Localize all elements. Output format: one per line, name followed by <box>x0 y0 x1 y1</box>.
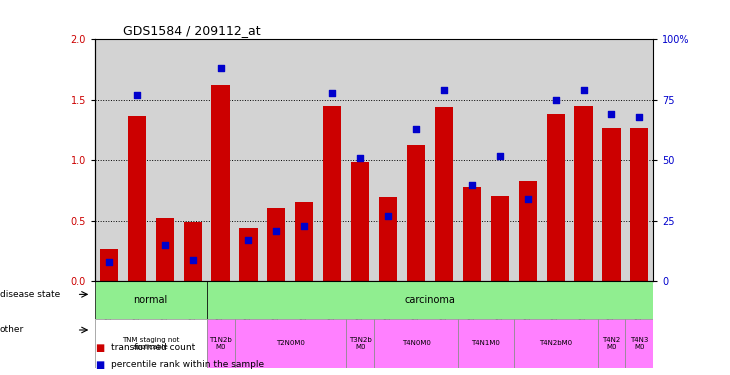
Bar <box>598 319 626 368</box>
Bar <box>463 187 481 281</box>
Bar <box>95 319 207 368</box>
Bar <box>518 181 537 281</box>
Point <box>242 237 254 243</box>
Text: carcinoma: carcinoma <box>404 295 456 305</box>
Bar <box>95 281 207 319</box>
Point <box>159 242 171 248</box>
Point <box>131 92 142 98</box>
Text: transformed count: transformed count <box>111 344 195 352</box>
Point <box>577 87 589 93</box>
Text: percentile rank within the sample: percentile rank within the sample <box>111 360 264 369</box>
Point <box>326 90 338 96</box>
Bar <box>407 145 425 281</box>
Text: TNM staging not
applicable: TNM staging not applicable <box>122 337 180 350</box>
Bar <box>323 106 342 281</box>
Text: GDS1584 / 209112_at: GDS1584 / 209112_at <box>123 24 261 37</box>
Point <box>438 87 450 93</box>
Bar <box>295 201 313 281</box>
Bar <box>207 281 653 319</box>
Text: T3N2b
M0: T3N2b M0 <box>349 337 372 350</box>
Bar <box>207 319 234 368</box>
Text: ■: ■ <box>95 343 104 353</box>
Point <box>410 126 422 132</box>
Point <box>271 228 283 234</box>
Point <box>215 65 226 71</box>
Bar <box>626 319 653 368</box>
Bar <box>575 106 593 281</box>
Bar <box>100 249 118 281</box>
Bar <box>212 86 230 281</box>
Point <box>466 182 477 188</box>
Text: disease state: disease state <box>0 290 61 299</box>
Bar <box>630 128 648 281</box>
Point <box>383 213 394 219</box>
Point <box>522 196 534 202</box>
Bar <box>514 319 598 368</box>
Bar <box>234 319 346 368</box>
Bar <box>547 114 565 281</box>
Bar <box>602 128 620 281</box>
Text: T1N2b
M0: T1N2b M0 <box>210 337 232 350</box>
Text: T4N2bM0: T4N2bM0 <box>539 340 572 346</box>
Bar <box>379 197 397 281</box>
Bar <box>239 228 258 281</box>
Text: T4N0M0: T4N0M0 <box>402 340 431 346</box>
Text: ■: ■ <box>95 360 104 370</box>
Bar <box>374 319 458 368</box>
Bar <box>458 319 514 368</box>
Point <box>550 97 561 103</box>
Text: T4N3
M0: T4N3 M0 <box>630 337 648 350</box>
Point <box>187 256 199 262</box>
Point <box>494 153 506 159</box>
Bar <box>155 219 174 281</box>
Bar <box>267 208 285 281</box>
Text: normal: normal <box>134 295 168 305</box>
Text: other: other <box>0 326 24 334</box>
Point <box>103 259 115 265</box>
Bar <box>128 116 146 281</box>
Bar <box>351 162 369 281</box>
Point <box>299 223 310 229</box>
Point <box>354 155 366 161</box>
Text: T4N1M0: T4N1M0 <box>472 340 500 346</box>
Point <box>634 114 645 120</box>
Text: T2N0M0: T2N0M0 <box>276 340 305 346</box>
Text: T4N2
M0: T4N2 M0 <box>602 337 620 350</box>
Bar <box>346 319 374 368</box>
Bar <box>491 195 509 281</box>
Bar <box>435 107 453 281</box>
Bar <box>183 222 201 281</box>
Point <box>606 111 618 117</box>
